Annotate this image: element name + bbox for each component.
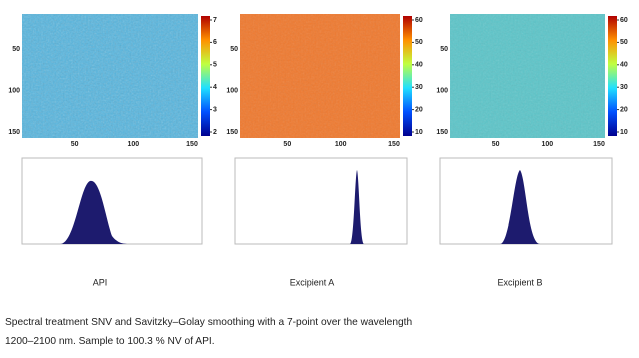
colorbar-tick-label: 5 (213, 62, 217, 69)
y-tick-label: 150 (226, 129, 238, 136)
x-tick-label: 150 (593, 141, 605, 148)
colorbar-tick-label: 20 (415, 106, 423, 113)
panels: 50 100 150 50 100 150 7 6 5 4 3 2 API 50 100 150 50 100 15… (8, 14, 628, 287)
caption-line: Spectral treatment SNV and Savitzky–Gola… (5, 317, 413, 328)
heatmap (450, 14, 617, 138)
histogram (439, 157, 613, 245)
x-tick-label: 50 (71, 141, 79, 148)
colorbar-tick-label: 7 (213, 17, 217, 24)
colorbar-tick-label: 30 (415, 84, 423, 91)
x-tick-label: 100 (541, 141, 553, 148)
colorbar-tick-label: 60 (620, 17, 628, 24)
x-tick-label: 50 (492, 141, 500, 148)
histogram (21, 157, 203, 245)
colorbar-tick-label: 10 (415, 129, 423, 136)
y-tick-label: 150 (8, 129, 20, 136)
x-tick-label: 150 (388, 141, 400, 148)
heatmap (22, 14, 210, 138)
colorbar-tick-label: 40 (620, 62, 628, 69)
panel-label: API (93, 277, 108, 287)
colorbar-tick-label: 3 (213, 106, 217, 113)
x-tick-label: 100 (335, 141, 347, 148)
colorbar-tick-label: 6 (213, 39, 217, 46)
colorbar-tick-label: 30 (620, 84, 628, 91)
colorbar-tick-label: 4 (213, 84, 217, 91)
caption-line: 1200–2100 nm. Sample to 100.3 % NV of AP… (5, 336, 215, 347)
histogram (234, 157, 408, 245)
y-tick-label: 50 (12, 46, 20, 53)
y-tick-label: 100 (436, 88, 448, 95)
colorbar-tick-label: 2 (213, 129, 217, 136)
heatmap (240, 14, 412, 138)
colorbar-tick-label: 40 (415, 62, 423, 69)
y-tick-label: 50 (230, 46, 238, 53)
y-tick-label: 150 (436, 129, 448, 136)
y-tick-label: 100 (226, 88, 238, 95)
x-tick-label: 50 (283, 141, 291, 148)
panel-label: Excipient B (497, 277, 542, 287)
y-tick-label: 100 (8, 88, 20, 95)
colorbar-tick-label: 60 (415, 17, 423, 24)
x-tick-label: 100 (127, 141, 139, 148)
y-tick-label: 50 (440, 46, 448, 53)
colorbar-tick-label: 20 (620, 106, 628, 113)
x-tick-label: 150 (186, 141, 198, 148)
colorbar-tick-label: 10 (620, 129, 628, 136)
colorbar-tick-label: 50 (415, 39, 423, 46)
colorbar-tick-label: 50 (620, 39, 628, 46)
panel-label: Excipient A (290, 277, 335, 287)
